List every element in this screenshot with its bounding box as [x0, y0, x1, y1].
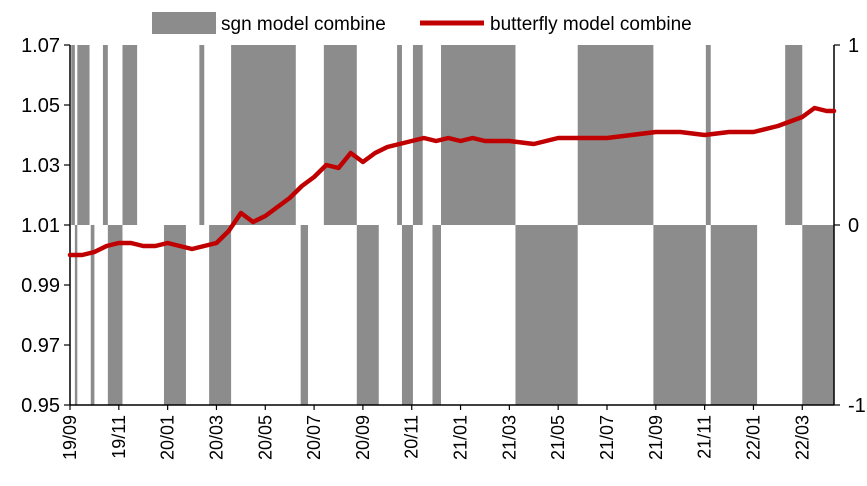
y-left-tick-label: 1.05 [21, 95, 60, 117]
sgn-bar-17 [300, 225, 308, 405]
sgn-bar-2 [77, 45, 90, 225]
axes-layer: 1.07 1.05 1.03 1.01 0.99 0.97 0.95 1 0 -1 19/09 19/… [21, 35, 866, 460]
legend-label-sgn: sgn model combine [221, 14, 386, 35]
sgn-bar-24 [412, 45, 423, 225]
legend: sgn model combine butterfly model combin… [152, 12, 692, 35]
x-tick-label: 21/07 [597, 415, 617, 460]
sgn-bar-6 [102, 45, 108, 225]
legend-swatch-sgn [152, 12, 216, 34]
y-left-tick-label: 1.03 [21, 155, 60, 177]
x-tick-label: 19/09 [60, 415, 80, 460]
sgn-bar-34 [785, 45, 803, 225]
sgn-bar-20 [356, 225, 379, 405]
y-right-tick-label: -1 [848, 395, 866, 417]
x-tick-label: 21/03 [499, 415, 519, 460]
sgn-bar-12 [199, 45, 205, 225]
sgn-bar-1 [74, 225, 78, 405]
sgn-bar-7 [107, 225, 123, 405]
x-tick-label: 21/05 [548, 415, 568, 460]
sgn-bar-23 [401, 225, 413, 405]
sgn-bar-28 [515, 225, 578, 405]
x-tick-label: 20/01 [158, 415, 178, 460]
x-tick-label: 20/09 [353, 415, 373, 460]
sgn-bar-19 [323, 45, 357, 225]
x-tick-label: 20/05 [255, 415, 275, 460]
x-tick-label: 21/11 [695, 415, 715, 459]
sgn-bar-35 [802, 225, 834, 405]
sgn-bar-32 [710, 225, 758, 405]
x-tick-label: 20/11 [402, 415, 422, 459]
x-tick-label: 20/07 [304, 415, 324, 460]
x-tick-label: 20/03 [206, 415, 226, 460]
y-right-tick-label: 1 [848, 35, 859, 57]
sgn-bar-27 [441, 45, 516, 225]
x-tick-label: 19/11 [109, 415, 129, 459]
x-tick-label: 22/01 [743, 415, 763, 460]
y-left-tick-label: 1.07 [21, 35, 60, 57]
sgn-bar-15 [231, 45, 296, 225]
x-tick-label: 21/01 [451, 415, 471, 460]
y-left-tick-label: 0.99 [21, 275, 60, 297]
x-tick-label: 21/09 [646, 415, 666, 460]
sgn-bar-0 [71, 45, 75, 225]
sgn-bar-14 [209, 225, 232, 405]
sgn-bar-30 [653, 225, 706, 405]
x-tick-label: 22/03 [792, 415, 812, 460]
butterfly-line [67, 105, 837, 258]
y-left-tick-label: 0.97 [21, 335, 60, 357]
y-left-tick-label: 1.01 [21, 215, 60, 237]
sgn-area-layer [71, 45, 834, 405]
legend-label-butterfly: butterfly model combine [490, 14, 692, 35]
y-left-tick-label: 0.95 [21, 395, 60, 417]
sgn-bar-8 [122, 45, 138, 225]
y-right-tick-label: 0 [848, 215, 859, 237]
butterfly-line-layer [67, 105, 837, 258]
sgn-bar-10 [163, 225, 186, 405]
sgn-bar-4 [90, 225, 95, 405]
sgn-bar-26 [432, 225, 442, 405]
sgn-bar-22 [397, 45, 402, 225]
